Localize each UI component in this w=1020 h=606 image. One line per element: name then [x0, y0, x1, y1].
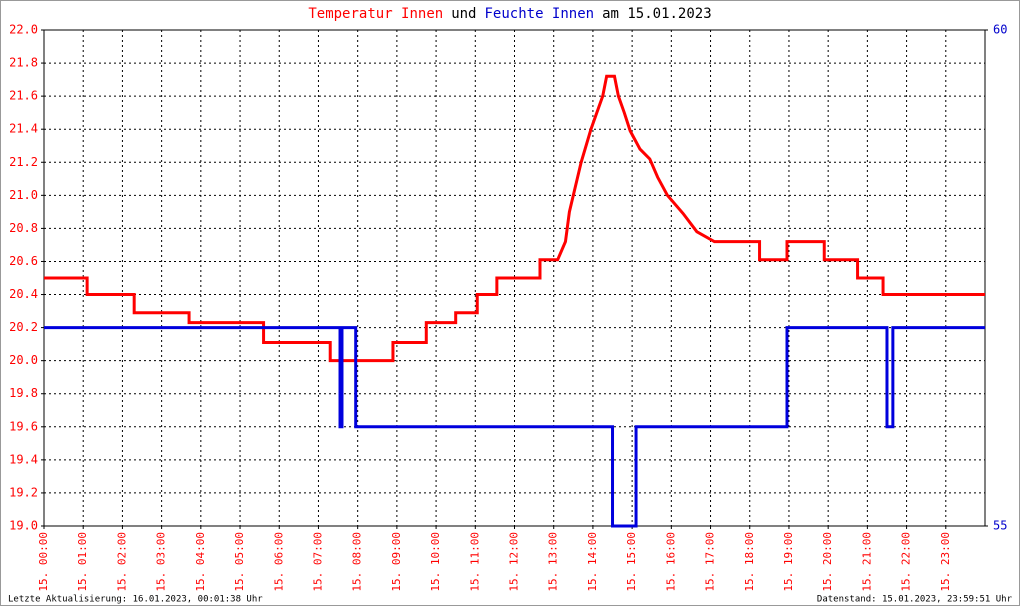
- y-tick-label: 20.0: [9, 353, 38, 367]
- x-tick-label: 15. 19:00: [782, 532, 795, 592]
- title-part: am 15.01.2023: [602, 6, 712, 22]
- x-tick-label: 15. 21:00: [860, 532, 873, 592]
- x-tick-label: 15. 13:00: [547, 532, 560, 592]
- y-tick-label: 21.2: [9, 155, 38, 169]
- y-tick-label: 19.4: [9, 452, 38, 466]
- x-tick-label: 15. 08:00: [351, 532, 364, 592]
- x-tick-label: 15. 15:00: [625, 532, 638, 592]
- y-tick-label: 19.8: [9, 386, 38, 400]
- x-tick-label: 15. 05:00: [233, 532, 246, 592]
- y-tick-label: 19.2: [9, 485, 38, 499]
- y-tick-label: 22.0: [9, 23, 38, 37]
- y-tick-label: 19.0: [9, 519, 38, 533]
- x-tick-label: 15. 11:00: [468, 532, 481, 592]
- x-tick-label: 15. 06:00: [272, 532, 285, 592]
- x-tick-label: 15. 18:00: [743, 532, 756, 592]
- y-tick-label: 20.6: [9, 254, 38, 268]
- y-tick-label: 21.0: [9, 188, 38, 202]
- x-tick-label: 15. 22:00: [900, 532, 913, 592]
- y-tick-label: 21.4: [9, 122, 38, 136]
- x-tick-label: 15. 20:00: [821, 532, 834, 592]
- y2-tick-label: 60: [993, 23, 1007, 37]
- footer-left: Letzte Aktualisierung: 16.01.2023, 00:01…: [8, 595, 263, 605]
- x-tick-label: 15. 23:00: [939, 532, 952, 592]
- series-line: [44, 74, 985, 363]
- y-tick-label: 21.8: [9, 56, 38, 70]
- title-part: und: [451, 6, 476, 22]
- y-tick-label: 21.6: [9, 89, 38, 103]
- x-tick-label: 15. 10:00: [429, 532, 442, 592]
- chart-title: Temperatur Innen und Feuchte Innen am 15.01…: [308, 6, 711, 22]
- x-tick-label: 15. 07:00: [311, 532, 324, 592]
- x-tick-label: 15. 16:00: [664, 532, 677, 592]
- x-tick-label: 15. 02:00: [115, 532, 128, 592]
- series-line: [44, 326, 985, 528]
- y2-tick-label: 55: [993, 519, 1007, 533]
- x-tick-label: 15. 14:00: [586, 532, 599, 592]
- y-tick-label: 20.8: [9, 221, 38, 235]
- x-tick-label: 15. 03:00: [155, 532, 168, 592]
- title-part: Feuchte Innen: [485, 6, 595, 22]
- footer-right: Datenstand: 15.01.2023, 23:59:51 Uhr: [817, 595, 1013, 605]
- x-tick-label: 15. 12:00: [508, 532, 521, 592]
- x-tick-label: 15. 09:00: [390, 532, 403, 592]
- y-tick-label: 20.4: [9, 287, 38, 301]
- x-tick-label: 15. 04:00: [194, 532, 207, 592]
- y-tick-label: 20.2: [9, 320, 38, 334]
- x-tick-label: 15. 00:00: [37, 532, 50, 592]
- y-tick-label: 19.6: [9, 419, 38, 433]
- x-tick-label: 15. 17:00: [704, 532, 717, 592]
- title-part: Temperatur Innen: [308, 6, 443, 22]
- x-tick-label: 15. 01:00: [76, 532, 89, 592]
